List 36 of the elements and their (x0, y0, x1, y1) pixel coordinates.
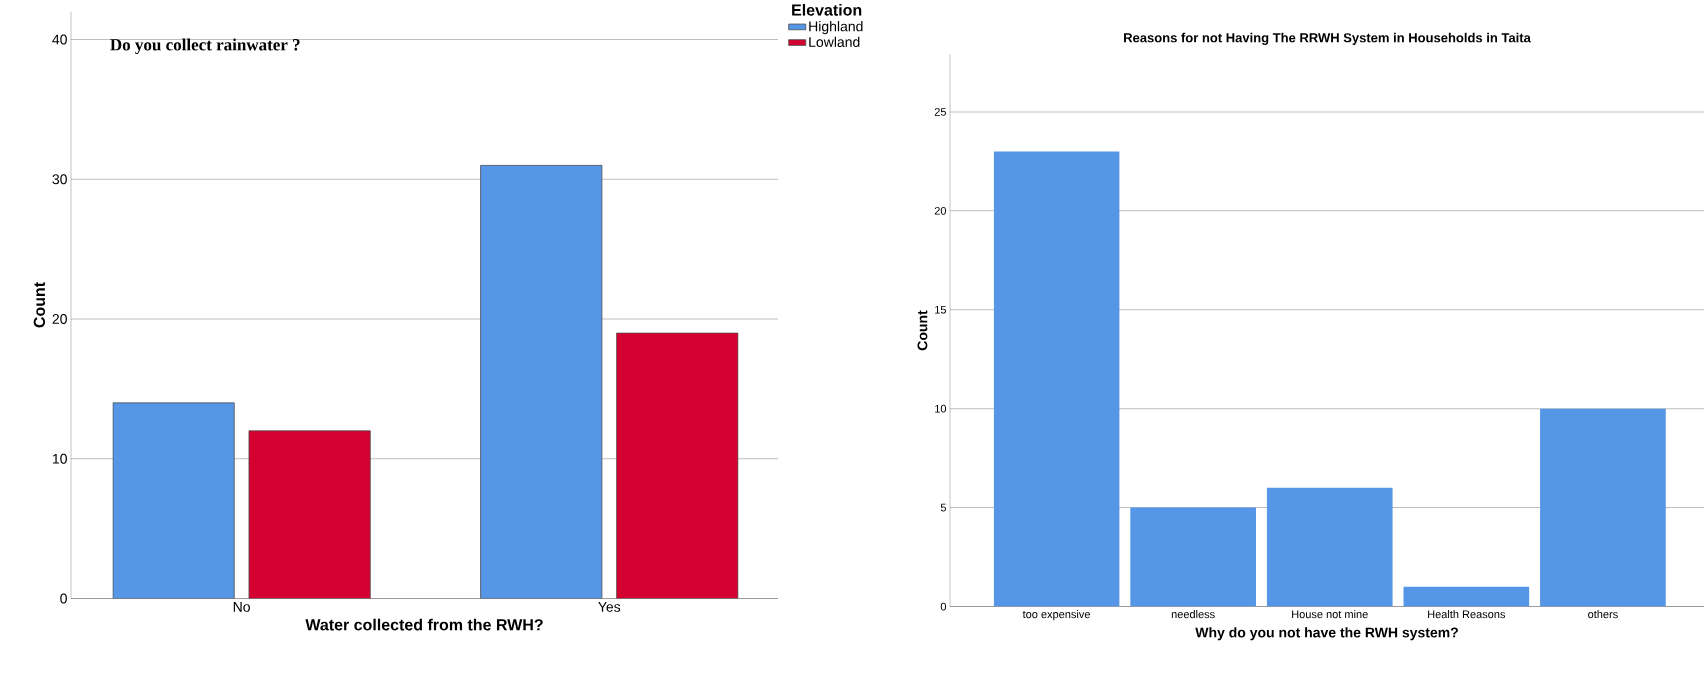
legend-label: Lowland (809, 36, 860, 48)
y-tick-label: 0 (60, 593, 67, 604)
x-tick-label: No (233, 602, 250, 613)
y-tick-label: 20 (934, 207, 947, 215)
bar (1403, 586, 1530, 607)
chart-title: Reasons for not Having The RRWH System in Households in Taita (1124, 33, 1531, 46)
y-tick-label: 15 (935, 306, 946, 314)
x-tick-label: needless (1171, 610, 1215, 619)
bar (112, 402, 235, 599)
legend-label: Highland (809, 21, 863, 35)
x-tick-label: others (1588, 610, 1618, 619)
x-axis-title: Water collected from the RWH? (305, 618, 543, 631)
bar (1266, 488, 1393, 607)
annotation: Do you collect rainwater ? (110, 38, 300, 55)
y-tick-label: 25 (934, 108, 946, 117)
bar (248, 430, 371, 599)
y-tick-label: 5 (940, 504, 947, 512)
y-tick-label: 30 (52, 174, 67, 185)
x-tick-label: Yes (598, 602, 621, 613)
bar (616, 332, 739, 599)
y-tick-label: 10 (52, 454, 67, 464)
bar (480, 165, 603, 599)
y-tick-label: 40 (52, 34, 67, 45)
legend-title: Elevation (792, 4, 862, 16)
bar (1130, 507, 1256, 607)
bar (1540, 408, 1666, 607)
y-tick-label: 0 (940, 602, 947, 611)
y-axis-title: Count (33, 282, 46, 328)
x-tick-label: Health Reasons (1428, 610, 1506, 619)
x-axis-title: Why do you not have the RWH system? (1195, 627, 1458, 641)
y-tick-label: 10 (935, 405, 947, 413)
x-tick-label: House not mine (1292, 610, 1368, 619)
y-axis-title: Count (917, 310, 928, 351)
x-tick-label: too expensive (1022, 610, 1090, 621)
bar (993, 151, 1120, 607)
y-tick-label: 20 (52, 314, 67, 325)
